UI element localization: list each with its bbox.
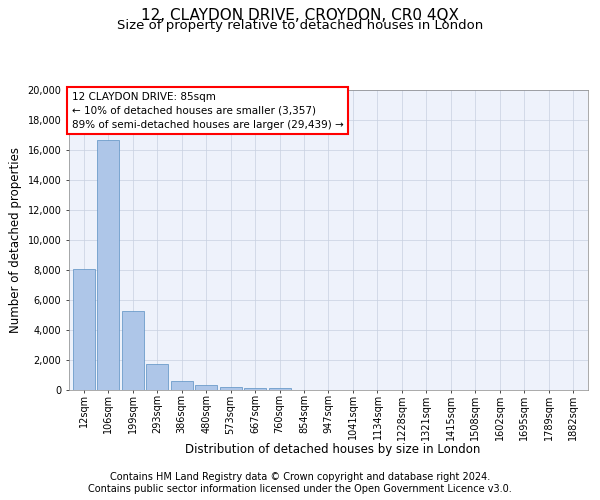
- Bar: [244, 388, 266, 390]
- Bar: [73, 268, 95, 390]
- Text: 12 CLAYDON DRIVE: 85sqm
← 10% of detached houses are smaller (3,357)
89% of semi: 12 CLAYDON DRIVE: 85sqm ← 10% of detache…: [71, 92, 343, 130]
- Text: Distribution of detached houses by size in London: Distribution of detached houses by size …: [185, 442, 481, 456]
- Bar: [122, 310, 143, 390]
- Text: Size of property relative to detached houses in London: Size of property relative to detached ho…: [117, 19, 483, 32]
- Bar: [269, 388, 290, 390]
- Text: Contains public sector information licensed under the Open Government Licence v3: Contains public sector information licen…: [88, 484, 512, 494]
- Y-axis label: Number of detached properties: Number of detached properties: [9, 147, 22, 333]
- Bar: [97, 140, 119, 390]
- Bar: [170, 380, 193, 390]
- Bar: [146, 364, 168, 390]
- Text: 12, CLAYDON DRIVE, CROYDON, CR0 4QX: 12, CLAYDON DRIVE, CROYDON, CR0 4QX: [141, 8, 459, 22]
- Bar: [195, 385, 217, 390]
- Text: Contains HM Land Registry data © Crown copyright and database right 2024.: Contains HM Land Registry data © Crown c…: [110, 472, 490, 482]
- Bar: [220, 387, 242, 390]
